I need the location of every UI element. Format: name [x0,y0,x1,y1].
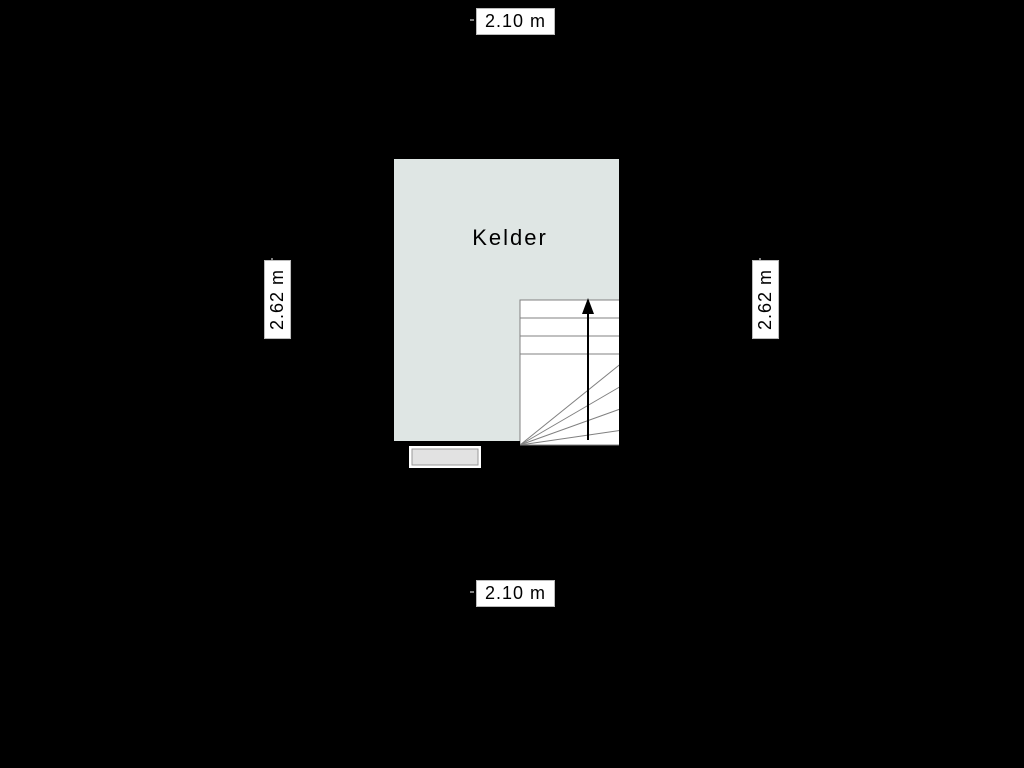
window-sill [408,445,482,469]
stairs [520,298,623,445]
sill-inner [412,449,478,465]
floorplan-canvas: Kelder 2.10 m 2.10 m 2.62 m 2.62 m [0,0,1024,768]
dimension-right: 2.62 m [752,260,779,339]
stairs-outline [520,300,623,445]
room-name: Kelder [472,225,548,250]
dimension-bottom: 2.10 m [476,580,555,607]
floorplan-svg: Kelder [0,0,1024,768]
dimension-top: 2.10 m [476,8,555,35]
dimension-left: 2.62 m [264,260,291,339]
